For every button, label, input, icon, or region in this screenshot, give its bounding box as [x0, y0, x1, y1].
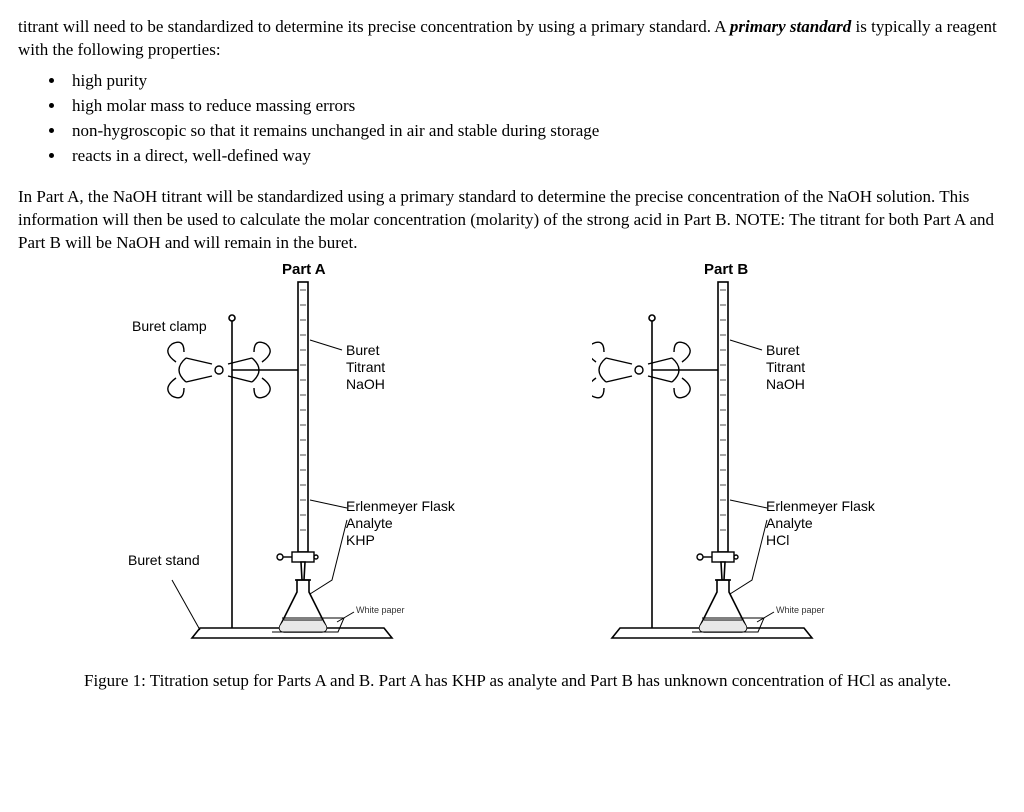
buret-label: Buret	[346, 342, 385, 359]
list-item: non-hygroscopic so that it remains uncha…	[66, 120, 1006, 143]
white-paper-label-b: White paper	[776, 604, 825, 616]
list-item: high purity	[66, 70, 1006, 93]
titrant-label: Titrant	[346, 359, 385, 376]
buret-stand-label: Buret stand	[128, 552, 200, 569]
intro-paragraph: titrant will need to be standardized to …	[18, 16, 1006, 62]
figure-row: Part A	[18, 260, 1006, 660]
list-item: high molar mass to reduce massing errors	[66, 95, 1006, 118]
analyte-sub-label: KHP	[346, 532, 455, 549]
apparatus-b-svg	[592, 260, 892, 660]
properties-list: high purity high molar mass to reduce ma…	[18, 70, 1006, 168]
buret-clamp-label: Buret clamp	[132, 318, 207, 335]
analyte-label-b: Analyte	[766, 515, 875, 532]
analyte-sub-label-b: HCl	[766, 532, 875, 549]
buret-label-b: Buret	[766, 342, 805, 359]
flask-label: Erlenmeyer Flask	[346, 498, 455, 515]
list-item: reacts in a direct, well-defined way	[66, 145, 1006, 168]
apparatus-part-a: Part A	[132, 260, 472, 660]
titrant-sub-label: NaOH	[346, 376, 385, 393]
titrant-sub-label-b: NaOH	[766, 376, 805, 393]
intro-before: titrant will need to be standardized to …	[18, 17, 730, 36]
primary-standard-term: primary standard	[730, 17, 851, 36]
white-paper-label: White paper	[356, 604, 405, 616]
apparatus-part-b: Part B	[592, 260, 892, 660]
figure-caption: Figure 1: Titration setup for Parts A an…	[84, 670, 964, 693]
flask-label-b: Erlenmeyer Flask	[766, 498, 875, 515]
titrant-label-b: Titrant	[766, 359, 805, 376]
procedure-paragraph: In Part A, the NaOH titrant will be stan…	[18, 186, 1006, 255]
analyte-label: Analyte	[346, 515, 455, 532]
